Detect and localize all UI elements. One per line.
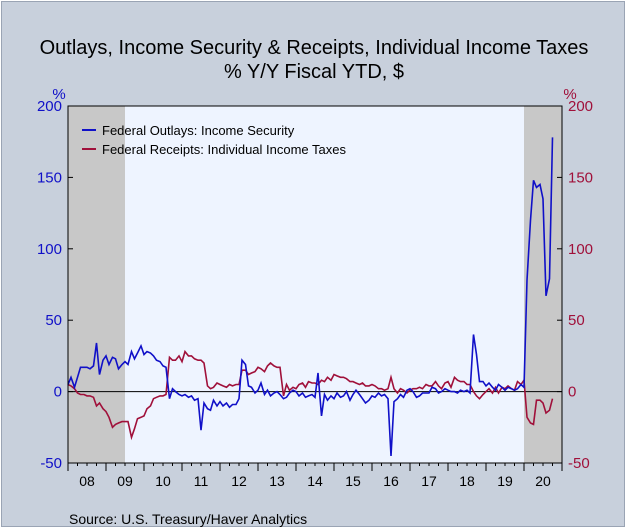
- y-tick-label-right: 200: [568, 98, 593, 115]
- legend-label-receipts: Federal Receipts: Individual Income Taxe…: [102, 142, 346, 157]
- chart-title: Outlays, Income Security & Receipts, Ind…: [40, 37, 589, 59]
- y-tick-label-left: -50: [40, 455, 62, 472]
- y-tick-label-left: 0: [54, 384, 62, 401]
- legend-label-outlays: Federal Outlays: Income Security: [102, 123, 295, 138]
- x-tick-label: 13: [269, 473, 285, 489]
- x-tick-label: 11: [194, 473, 209, 489]
- left-unit-label: %: [52, 86, 65, 103]
- y-tick-label-left: 50: [45, 312, 62, 329]
- axis-layer: -50 -50 0 0 50 50 100 100 150 150 200 200 08 09 10 11 12…: [37, 98, 593, 489]
- legend: Federal Outlays: Income Security Federal…: [82, 123, 346, 157]
- x-tick-label: 19: [497, 473, 513, 489]
- series-layer: [67, 137, 554, 456]
- x-tick-label: 08: [79, 473, 95, 489]
- x-tick-label: 17: [421, 473, 437, 489]
- x-tick-label: 15: [345, 473, 361, 489]
- x-tick-label: 16: [383, 473, 399, 489]
- y-tick-label-right: 100: [568, 241, 593, 258]
- x-tick-label: 14: [307, 473, 323, 489]
- x-tick-label: 20: [535, 473, 551, 489]
- right-unit-label: %: [563, 86, 576, 103]
- outlays-line: [67, 137, 554, 456]
- y-tick-label-right: 0: [568, 384, 576, 401]
- x-tick-label: 10: [155, 473, 171, 489]
- source-note: Source: U.S. Treasury/Haver Analytics: [69, 511, 307, 527]
- receipts-line: [67, 349, 554, 441]
- y-tick-label-left: 150: [37, 169, 62, 186]
- x-tick-label: 12: [231, 473, 247, 489]
- recession-band: [68, 106, 125, 463]
- y-tick-label-right: 50: [568, 312, 585, 329]
- plot-area: [68, 106, 562, 463]
- recession-band: [524, 106, 562, 463]
- chart-subtitle: % Y/Y Fiscal YTD, $: [224, 61, 404, 83]
- y-tick-label-right: -50: [568, 455, 590, 472]
- x-tick-label: 09: [117, 473, 133, 489]
- x-tick-label: 18: [459, 473, 475, 489]
- y-tick-label-right: 150: [568, 169, 593, 186]
- y-tick-label-left: 100: [37, 241, 62, 258]
- y-tick-label-left: 200: [37, 98, 62, 115]
